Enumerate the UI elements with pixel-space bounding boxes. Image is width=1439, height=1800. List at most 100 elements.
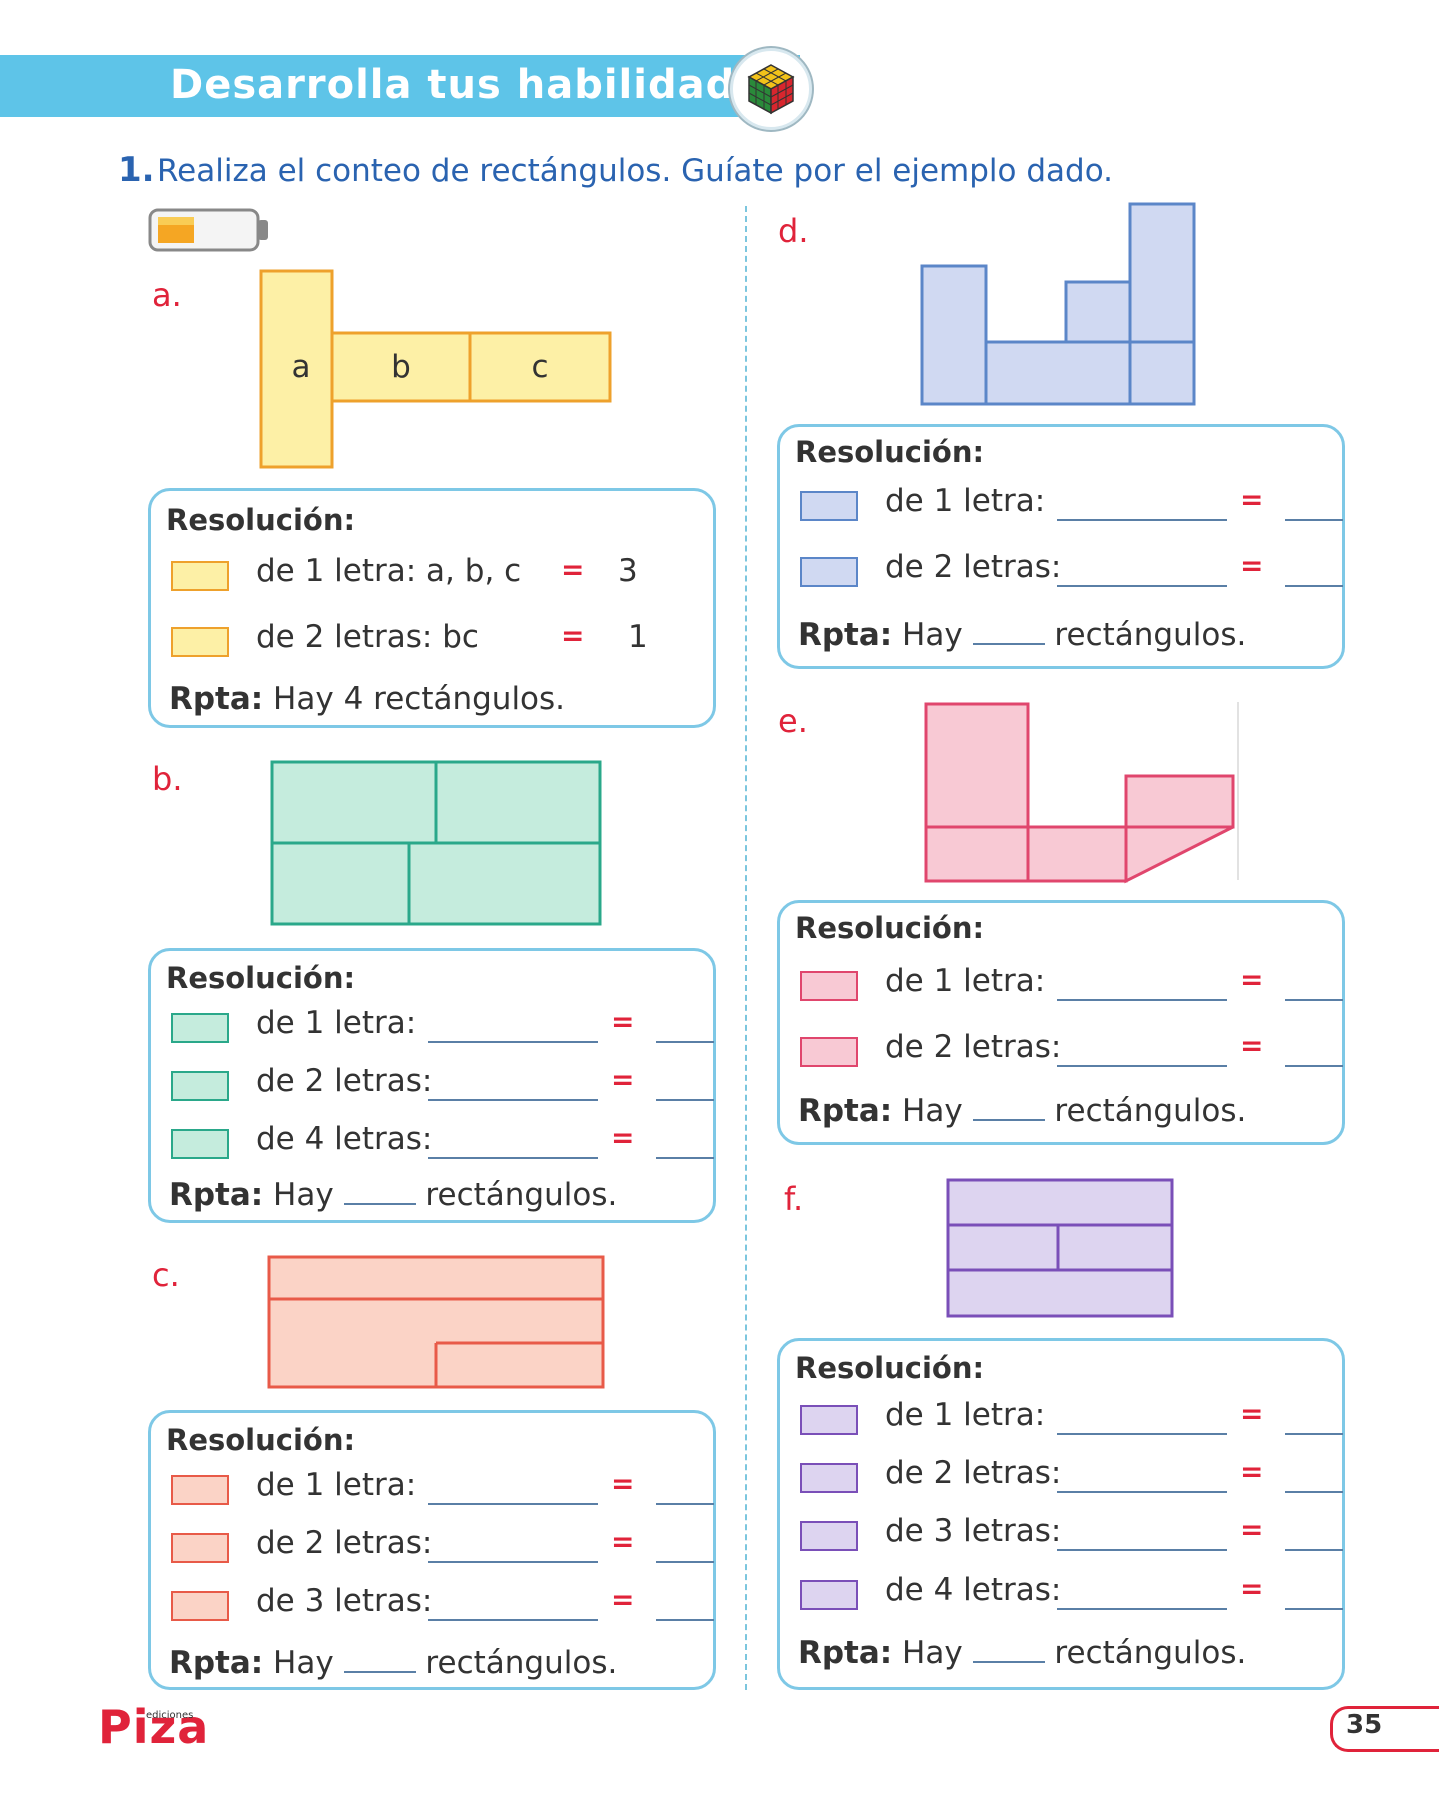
result-blank[interactable] — [656, 1041, 714, 1043]
resolution-row: de 1 letra: = — [171, 1467, 714, 1507]
equals-sign: = — [611, 1467, 635, 1500]
row-label: de 4 letras: — [885, 1572, 1062, 1608]
rpta-pre: Hay — [892, 1093, 973, 1129]
total-blank[interactable] — [343, 1179, 416, 1205]
section-e-letter: e. — [778, 702, 808, 740]
answer-line: Rpta: Hay 4 rectángulos. — [169, 681, 565, 717]
answer-blank[interactable] — [428, 1041, 598, 1043]
publisher-logo-small: ediciones — [146, 1710, 194, 1721]
section-c-letter: c. — [152, 1256, 180, 1294]
result-blank[interactable] — [1285, 1433, 1343, 1435]
rpta-pre: Hay — [892, 1635, 973, 1671]
color-swatch — [171, 1129, 229, 1159]
answer-blank[interactable] — [1057, 519, 1227, 521]
row-label: de 1 letra: — [885, 1397, 1046, 1433]
row-label: de 1 letra: a, b, c — [256, 553, 522, 589]
equals-sign: = — [611, 1063, 635, 1096]
result-blank[interactable] — [656, 1561, 714, 1563]
result-blank[interactable] — [1285, 1491, 1343, 1493]
resolution-row: de 1 letra: = — [800, 483, 1343, 523]
total-blank[interactable] — [972, 1095, 1045, 1121]
resolution-box-f: Resolución: de 1 letra: = de 2 letras: =… — [777, 1338, 1345, 1690]
resolution-row: de 3 letras: = — [800, 1513, 1343, 1553]
total-blank[interactable] — [972, 619, 1045, 645]
column-divider — [745, 206, 747, 1690]
result-blank[interactable] — [1285, 1065, 1343, 1067]
color-swatch — [171, 561, 229, 591]
figure-b — [270, 760, 602, 926]
answer-blank[interactable] — [1057, 1549, 1227, 1551]
result-blank[interactable] — [1285, 519, 1343, 521]
answer-blank[interactable] — [428, 1561, 598, 1563]
resolution-title: Resolución: — [166, 961, 356, 995]
page-number: 35 — [1346, 1710, 1383, 1740]
figure-c — [267, 1255, 605, 1389]
answer-blank[interactable] — [428, 1503, 598, 1505]
publisher-logo: Piza — [98, 1700, 210, 1754]
rpta-label: Rpta: — [798, 1093, 893, 1129]
answer-blank[interactable] — [428, 1099, 598, 1101]
color-swatch — [800, 1580, 858, 1610]
resolution-row: de 1 letra: = — [171, 1005, 714, 1045]
result-blank[interactable] — [1285, 1549, 1343, 1551]
answer-blank[interactable] — [1057, 1491, 1227, 1493]
equals-sign: = — [611, 1005, 635, 1038]
row-label: de 2 letras: — [885, 549, 1062, 585]
rpta-label: Rpta: — [169, 1645, 264, 1681]
resolution-row: de 1 letra: = — [800, 963, 1343, 1003]
resolution-row: de 2 letras: = — [800, 549, 1343, 589]
answer-blank[interactable] — [1057, 585, 1227, 587]
rpta-post: rectángulos. — [1044, 1093, 1247, 1129]
row-label: de 4 letras: — [256, 1121, 433, 1157]
resolution-box-d: Resolución: de 1 letra: = de 2 letras: =… — [777, 424, 1345, 669]
rpta-label: Rpta: — [798, 1635, 893, 1671]
color-swatch — [171, 1591, 229, 1621]
rubik-cube-icon — [730, 48, 812, 130]
result-blank[interactable] — [1285, 999, 1343, 1001]
color-swatch — [171, 1013, 229, 1043]
answer-blank[interactable] — [428, 1157, 598, 1159]
answer-blank[interactable] — [1057, 1608, 1227, 1610]
row-label: de 2 letras: — [885, 1455, 1062, 1491]
answer-blank[interactable] — [428, 1619, 598, 1621]
result-blank[interactable] — [656, 1157, 714, 1159]
answer-blank[interactable] — [1057, 1433, 1227, 1435]
figure-a-label-a: a — [292, 349, 311, 385]
figure-a-label-b: b — [391, 349, 411, 385]
color-swatch — [800, 1037, 858, 1067]
answer-line: Rpta: Hay rectángulos. — [169, 1645, 617, 1681]
rpta-label: Rpta: — [169, 1177, 264, 1213]
color-swatch — [800, 1405, 858, 1435]
result-blank[interactable] — [656, 1503, 714, 1505]
row-label: de 3 letras: — [256, 1583, 433, 1619]
rpta-text: Hay 4 rectángulos. — [263, 681, 566, 717]
resolution-title: Resolución: — [795, 911, 985, 945]
section-b-letter: b. — [152, 760, 183, 798]
row-answer: 3 — [618, 553, 638, 589]
color-swatch — [171, 1071, 229, 1101]
answer-blank[interactable] — [1057, 1065, 1227, 1067]
question-number: 1. — [118, 150, 155, 190]
rpta-pre: Hay — [263, 1645, 344, 1681]
equals-sign: = — [611, 1583, 635, 1616]
result-blank[interactable] — [1285, 1608, 1343, 1610]
figure-a-label-c: c — [531, 349, 548, 385]
result-blank[interactable] — [656, 1099, 714, 1101]
resolution-row: de 3 letras: = — [171, 1583, 714, 1623]
figure-f — [946, 1178, 1174, 1318]
figure-a: a b c — [259, 269, 612, 469]
equals-sign: = — [1240, 483, 1264, 516]
result-blank[interactable] — [1285, 585, 1343, 587]
total-blank[interactable] — [972, 1637, 1045, 1663]
result-blank[interactable] — [656, 1619, 714, 1621]
answer-blank[interactable] — [1057, 999, 1227, 1001]
battery-low-icon — [148, 206, 272, 254]
resolution-box-b: Resolución: de 1 letra: = de 2 letras: =… — [148, 948, 716, 1223]
header-banner — [0, 55, 800, 117]
total-blank[interactable] — [343, 1647, 416, 1673]
row-label: de 1 letra: — [885, 963, 1046, 999]
page-number-tab — [1330, 1706, 1439, 1752]
color-swatch — [800, 1463, 858, 1493]
equals-sign: = — [611, 1121, 635, 1154]
resolution-box-a: Resolución: de 1 letra: a, b, c = 3 de 2… — [148, 488, 716, 728]
